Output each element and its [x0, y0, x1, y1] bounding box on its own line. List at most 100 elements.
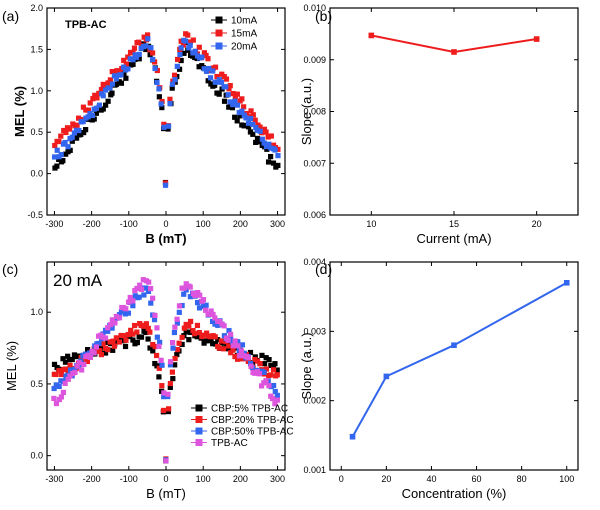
y-tick-label: 1.0: [30, 307, 43, 317]
data-point: [205, 56, 211, 62]
data-point: [215, 322, 221, 328]
data-point: [252, 117, 258, 123]
data-point: [100, 93, 106, 99]
x-tick-label: 200: [233, 219, 248, 229]
data-point: [100, 106, 106, 112]
data-point: [172, 362, 178, 368]
data-point: [194, 322, 201, 329]
data-point: [234, 356, 241, 362]
data-point: [148, 300, 154, 306]
data-point: [52, 142, 58, 149]
x-tick-label: 15: [449, 219, 459, 229]
data-point: [207, 334, 213, 340]
data-point: [253, 124, 259, 131]
data-point: [349, 433, 356, 440]
x-tick-label: -100: [120, 474, 138, 484]
data-point: [252, 356, 258, 363]
data-point: [109, 317, 115, 323]
data-point: [112, 320, 118, 326]
data-point: [53, 382, 59, 388]
data-point: [96, 102, 103, 108]
annotation: TPB-AC: [65, 19, 107, 31]
data-point: [212, 64, 219, 70]
data-point: [116, 312, 123, 318]
data-point: [76, 360, 82, 366]
data-point: [134, 329, 140, 335]
data-point: [58, 133, 64, 139]
data-point: [114, 68, 120, 74]
data-point: [107, 322, 114, 328]
axes-frame: [329, 7, 579, 216]
x-tick-label: 300: [270, 219, 285, 229]
data-point: [154, 79, 160, 86]
data-point: [167, 359, 174, 365]
data-point: [156, 86, 162, 92]
data-point: [185, 32, 191, 38]
data-point: [183, 321, 189, 328]
data-point: [69, 356, 75, 363]
data-point: [181, 285, 187, 291]
data-point: [56, 156, 62, 162]
data-point: [165, 406, 172, 412]
panel-d: (d) 0 20 40 60 80 100 0.001 0.002 0.003 0.004 Conce…: [299, 257, 579, 501]
x-tick-label: 20: [381, 474, 391, 484]
data-point: [204, 330, 210, 336]
data-point: [225, 346, 232, 352]
data-point: [229, 105, 236, 111]
data-point: [136, 39, 142, 45]
data-point: [69, 134, 75, 140]
data-point: [141, 34, 147, 40]
data-point: [274, 397, 281, 403]
data-point: [272, 388, 278, 395]
data-point: [187, 284, 193, 290]
data-point: [243, 115, 249, 121]
data-point: [149, 56, 156, 63]
data-point: [250, 121, 256, 127]
data-point: [145, 288, 152, 294]
data-point: [54, 163, 60, 169]
data-point: [170, 376, 176, 382]
data-point: [230, 347, 236, 353]
data-point: [113, 81, 119, 87]
data-point: [265, 159, 272, 165]
data-point: [138, 334, 145, 340]
data-point: [72, 369, 78, 375]
data-point: [266, 383, 272, 389]
data-point: [159, 383, 165, 389]
data-point: [247, 115, 254, 122]
y-tick-label: 0.007: [303, 158, 326, 168]
x-tick-label: 300: [270, 474, 285, 484]
data-point: [178, 57, 184, 64]
data-point: [123, 75, 129, 81]
data-point: [125, 331, 131, 338]
data-point: [162, 182, 169, 188]
data-point: [91, 116, 97, 122]
data-point: [212, 315, 218, 321]
x-tick-label: 0: [163, 474, 168, 484]
data-point: [80, 118, 86, 125]
data-point: [268, 362, 274, 369]
data-point: [118, 80, 125, 86]
y-tick-label: -0.5: [27, 210, 43, 220]
data-point: [236, 353, 243, 359]
data-point: [54, 147, 60, 153]
data-point: [159, 362, 165, 368]
data-point: [74, 122, 80, 128]
data-point: [83, 107, 89, 113]
data-point: [172, 355, 178, 362]
data-point: [167, 380, 173, 387]
panel-label: (d): [315, 261, 332, 277]
data-point: [245, 355, 251, 361]
data-point: [161, 390, 167, 396]
data-point: [180, 42, 186, 48]
data-point: [78, 131, 84, 138]
data-point: [268, 133, 274, 139]
annotation: 20 mA: [53, 271, 103, 290]
data-point: [110, 338, 116, 344]
data-point: [90, 96, 96, 102]
data-point: [122, 311, 128, 317]
data-point: [130, 337, 136, 343]
data-point: [230, 90, 236, 97]
data-point: [216, 91, 222, 97]
data-point: [270, 160, 277, 166]
